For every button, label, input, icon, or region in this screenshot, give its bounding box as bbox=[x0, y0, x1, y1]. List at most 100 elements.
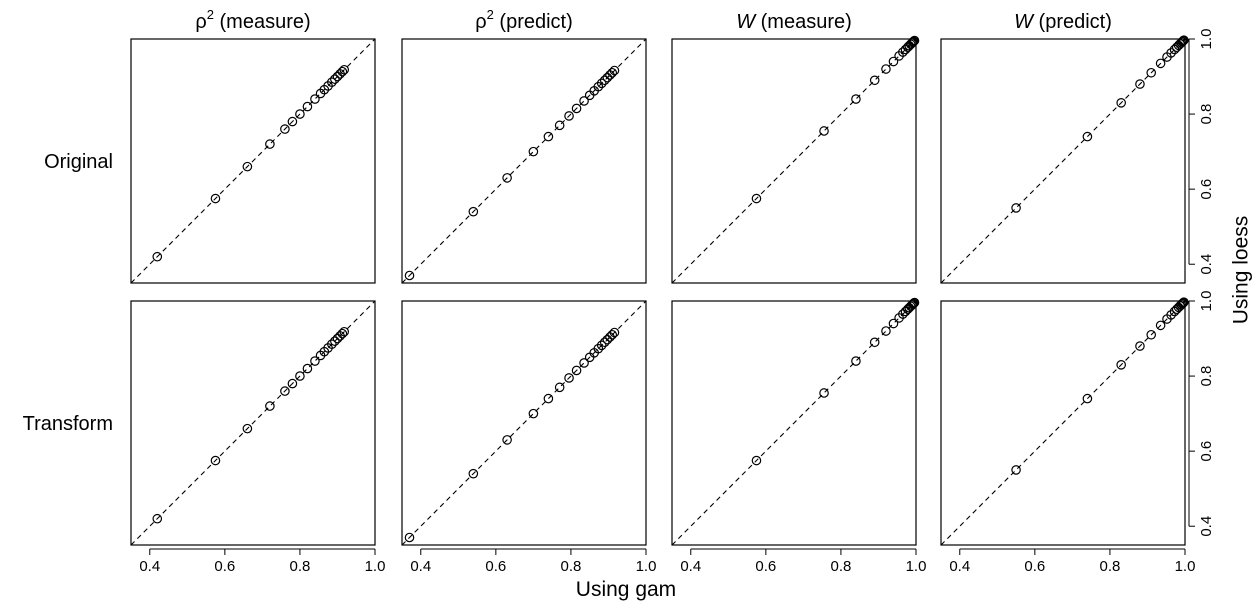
column-header-suffix: (measure) bbox=[755, 11, 852, 33]
data-point bbox=[909, 35, 920, 46]
data-point bbox=[869, 337, 880, 348]
data-point bbox=[1176, 37, 1187, 48]
data-point bbox=[907, 300, 917, 310]
data-point bbox=[287, 378, 298, 389]
data-point bbox=[908, 37, 918, 47]
data-point bbox=[528, 146, 539, 157]
data-point bbox=[881, 326, 891, 336]
data-point bbox=[1146, 329, 1157, 340]
identity-reference-line bbox=[401, 38, 647, 284]
identity-reference-line bbox=[130, 38, 376, 284]
data-point bbox=[302, 101, 313, 112]
panel-frame bbox=[130, 38, 376, 284]
data-point bbox=[1011, 465, 1021, 475]
data-point bbox=[327, 77, 337, 87]
data-point bbox=[564, 373, 574, 383]
data-point bbox=[602, 334, 613, 345]
data-point bbox=[339, 326, 350, 337]
data-point bbox=[908, 298, 919, 309]
panel-frame bbox=[130, 300, 376, 546]
identity-reference-line bbox=[671, 38, 917, 284]
panel-r1-c2 bbox=[401, 38, 647, 284]
data-point bbox=[337, 328, 348, 339]
data-point bbox=[751, 455, 762, 466]
column-header-superscript: 2 bbox=[487, 7, 494, 22]
data-point bbox=[869, 75, 880, 86]
data-point bbox=[607, 67, 618, 78]
panel-frame bbox=[401, 38, 647, 284]
panel-r2-c2: 0.4 0.6 0.8 1.0 bbox=[401, 300, 657, 575]
x-tick-label: 0.8 bbox=[560, 558, 581, 575]
data-point bbox=[302, 363, 313, 374]
data-point bbox=[242, 423, 253, 434]
data-point bbox=[1135, 79, 1145, 89]
panel-r1-c3 bbox=[671, 35, 920, 284]
data-point bbox=[280, 386, 290, 396]
x-tick-label: 0.4 bbox=[410, 558, 431, 575]
data-point bbox=[404, 270, 415, 281]
data-point bbox=[751, 193, 762, 204]
x-tick-label: 0.4 bbox=[949, 558, 970, 575]
data-point bbox=[579, 96, 589, 106]
x-tick-label: 0.8 bbox=[830, 558, 851, 575]
data-point bbox=[564, 111, 574, 121]
column-header-4: W (predict) bbox=[1014, 11, 1112, 33]
x-tick-label: 0.6 bbox=[755, 558, 776, 575]
y-tick-label: 0.4 bbox=[1198, 254, 1215, 275]
data-point bbox=[280, 124, 290, 134]
column-header-superscript: 2 bbox=[207, 7, 214, 22]
data-point bbox=[907, 38, 917, 48]
data-point bbox=[819, 126, 829, 136]
column-header-symbol: ρ bbox=[195, 11, 206, 33]
data-point bbox=[599, 75, 610, 86]
data-point bbox=[265, 401, 275, 411]
data-point bbox=[579, 358, 589, 368]
identity-reference-line bbox=[940, 300, 1186, 546]
data-point bbox=[1146, 67, 1157, 78]
data-point bbox=[571, 365, 582, 376]
data-point bbox=[339, 64, 350, 75]
data-point bbox=[571, 103, 582, 114]
x-tick-label: 1.0 bbox=[365, 558, 386, 575]
data-point bbox=[609, 327, 620, 338]
data-point bbox=[152, 251, 163, 262]
data-point bbox=[295, 371, 305, 381]
data-point bbox=[908, 36, 919, 47]
data-point bbox=[543, 393, 554, 404]
data-point bbox=[1166, 310, 1176, 320]
data-point bbox=[888, 56, 899, 67]
data-point bbox=[502, 435, 512, 445]
data-point bbox=[1176, 299, 1187, 310]
data-point bbox=[210, 455, 221, 466]
panel-r1-c4: 0.4 0.6 0.8 1.0 bbox=[940, 29, 1215, 284]
column-header-2: ρ2 (predict) bbox=[475, 7, 573, 33]
data-point bbox=[602, 72, 613, 83]
data-point bbox=[599, 337, 610, 348]
data-point bbox=[593, 343, 604, 354]
panel-r2-c4: 0.4 0.6 0.8 1.0 0.4 0.6 0.8 1.0 bbox=[940, 291, 1215, 575]
column-header-1: ρ2 (measure) bbox=[195, 7, 310, 33]
x-tick-label: 1.0 bbox=[636, 558, 657, 575]
x-tick-label: 0.8 bbox=[289, 558, 310, 575]
data-point bbox=[596, 78, 607, 89]
data-point bbox=[265, 139, 275, 149]
x-tick-label: 0.4 bbox=[680, 558, 701, 575]
panel-r1-c1 bbox=[130, 38, 376, 284]
data-point bbox=[242, 161, 253, 172]
data-point bbox=[337, 66, 348, 77]
data-point bbox=[908, 299, 918, 309]
y-tick-label: 0.6 bbox=[1198, 441, 1215, 462]
data-point bbox=[332, 333, 343, 344]
data-point bbox=[898, 309, 908, 319]
x-tick-label: 0.4 bbox=[139, 558, 160, 575]
data-point bbox=[1179, 297, 1189, 307]
y-tick-label: 0.8 bbox=[1198, 104, 1215, 125]
data-point bbox=[468, 468, 479, 479]
data-point bbox=[1179, 35, 1189, 45]
identity-reference-line bbox=[130, 300, 376, 546]
x-axis-title: Using gam bbox=[576, 578, 676, 601]
data-point bbox=[609, 65, 620, 76]
x-tick-label: 0.8 bbox=[1099, 558, 1120, 575]
data-point bbox=[819, 388, 829, 398]
